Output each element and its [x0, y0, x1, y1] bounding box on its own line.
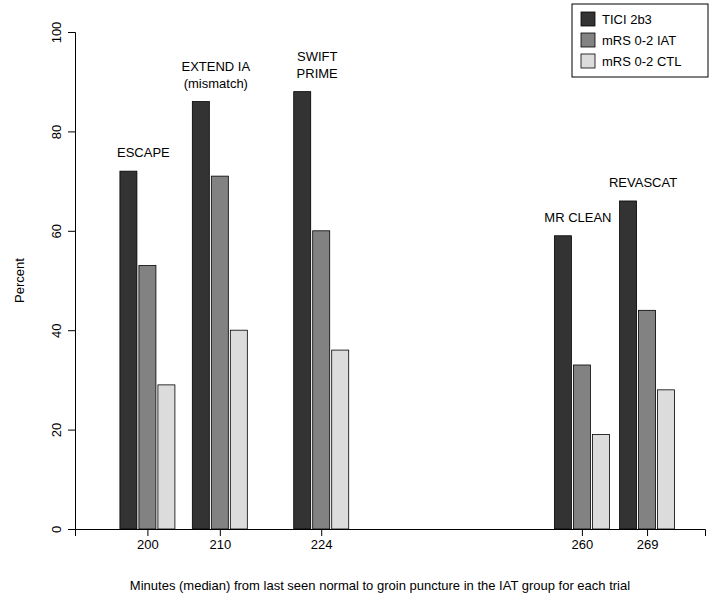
y-tick: 20: [49, 423, 75, 437]
legend-swatch: [581, 33, 595, 47]
bar: [230, 330, 247, 529]
x-tick: 260: [572, 529, 594, 552]
y-tick-label: 40: [49, 323, 64, 337]
x-tick: 200: [137, 529, 159, 552]
bars: [120, 92, 675, 529]
legend-label: mRS 0-2 IAT: [602, 33, 676, 48]
annotation: SWIFT: [297, 49, 337, 64]
legend-box: [572, 4, 708, 77]
bar: [592, 435, 609, 529]
y-tick: 100: [49, 22, 75, 44]
bar: [332, 350, 349, 529]
x-tick: 210: [209, 529, 231, 552]
bar: [192, 102, 209, 529]
legend-label: TICI 2b3: [602, 12, 652, 27]
x-tick-label: 200: [137, 537, 159, 552]
x-tick-mark: [321, 529, 322, 536]
y-axis-title: Percent: [12, 258, 27, 303]
bar: [313, 231, 330, 529]
x-tick: 224: [311, 529, 333, 552]
bar: [658, 390, 675, 529]
bar: [139, 266, 156, 529]
y-tick: 40: [49, 323, 75, 337]
x-axis: 200 210 224 260 269: [76, 529, 706, 552]
y-tick-mark: [68, 32, 75, 33]
y-tick-mark: [68, 430, 75, 431]
y-tick-label: 100: [49, 22, 64, 44]
bar: [294, 92, 311, 529]
y-tick-label: 60: [49, 224, 64, 238]
y-tick-mark: [68, 529, 75, 530]
chart: ESCAPE EXTEND IA (mismatch) SWIFT PRIME MR CL…: [0, 0, 723, 604]
annotation: REVASCAT: [609, 175, 677, 190]
x-tick-mark: [220, 529, 221, 536]
y-axis-line: [68, 33, 76, 530]
bar: [158, 385, 175, 529]
bar: [554, 236, 571, 529]
annotation: ESCAPE: [117, 145, 170, 160]
y-tick-mark: [68, 231, 75, 232]
x-tick-label: 260: [572, 537, 594, 552]
annotation: MR CLEAN: [544, 210, 611, 225]
annotation: EXTEND IA: [182, 59, 251, 74]
x-tick-mark: [647, 529, 648, 536]
x-tick-label: 269: [637, 537, 659, 552]
annotation: PRIME: [297, 66, 339, 81]
legend-label: mRS 0-2 CTL: [602, 54, 681, 69]
bar: [573, 365, 590, 529]
legend: TICI 2b3 mRS 0-2 IAT mRS 0-2 CTL: [572, 4, 708, 77]
annotation: (mismatch): [184, 76, 248, 91]
y-axis: 0 20 40 60 80 100: [49, 22, 76, 533]
y-tick: 0: [49, 526, 75, 533]
legend-swatch: [581, 54, 595, 68]
bar: [120, 171, 137, 529]
x-tick-mark: [147, 529, 148, 536]
x-tick-mark: [582, 529, 583, 536]
x-axis-title: Minutes (median) from last seen normal t…: [130, 578, 630, 593]
x-tick-label: 210: [209, 537, 231, 552]
bar: [620, 201, 637, 529]
y-tick: 80: [49, 125, 75, 139]
bar: [639, 310, 656, 529]
bar: [211, 176, 228, 529]
x-axis-line: [76, 530, 706, 537]
x-tick: 269: [637, 529, 659, 552]
y-tick-label: 80: [49, 125, 64, 139]
y-tick-label: 0: [49, 526, 64, 533]
y-tick-mark: [68, 330, 75, 331]
legend-swatch: [581, 12, 595, 26]
y-tick-mark: [68, 131, 75, 132]
y-tick: 60: [49, 224, 75, 238]
x-tick-label: 224: [311, 537, 333, 552]
y-tick-label: 20: [49, 423, 64, 437]
